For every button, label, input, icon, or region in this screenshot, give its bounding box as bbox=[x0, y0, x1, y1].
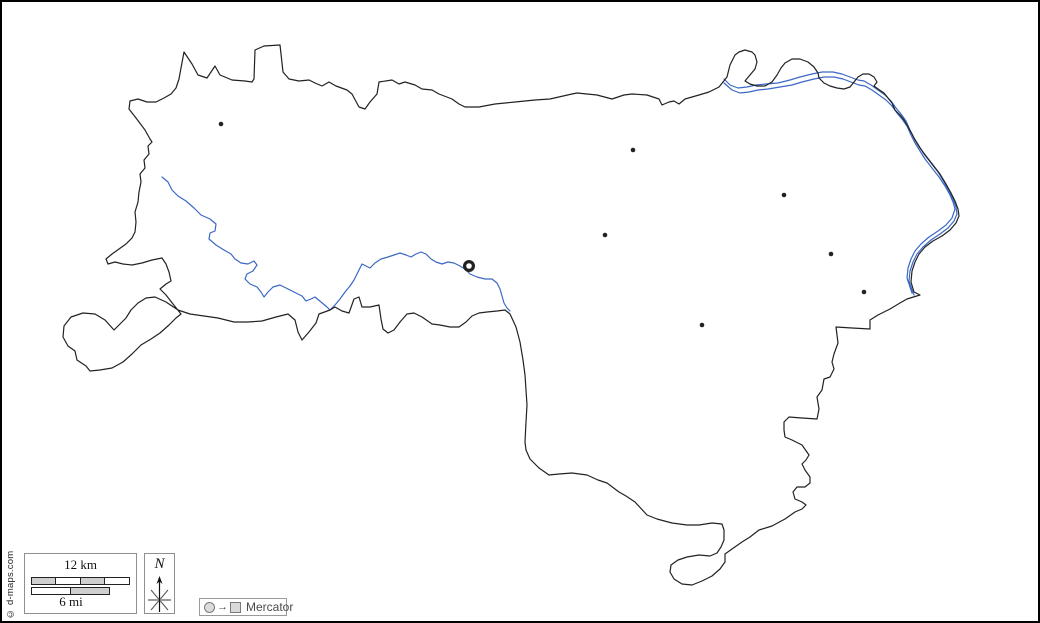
city-dot bbox=[861, 289, 867, 295]
globe-circle-icon bbox=[204, 601, 215, 613]
north-label: N bbox=[154, 556, 165, 572]
scale-segment bbox=[56, 578, 81, 584]
scale-segment bbox=[104, 578, 129, 584]
scale-segment bbox=[70, 588, 109, 594]
city-dot bbox=[602, 232, 608, 238]
copyright-text: © d-maps.com bbox=[5, 550, 16, 619]
city-dot bbox=[828, 251, 834, 257]
river-path bbox=[723, 71, 958, 296]
city-dot bbox=[781, 192, 787, 198]
city-dot bbox=[630, 147, 636, 153]
scale-segment bbox=[32, 588, 71, 594]
arrow-right-icon: → bbox=[217, 600, 228, 613]
region-border-path bbox=[62, 44, 960, 586]
scale-mi-label: 6 mi bbox=[59, 594, 83, 609]
scale-bar-mi bbox=[31, 587, 110, 595]
scale-bar-box: 12 km 6 mi bbox=[24, 553, 137, 614]
projected-square-icon bbox=[230, 601, 241, 613]
city-dot bbox=[218, 121, 224, 127]
scale-segment bbox=[32, 578, 57, 584]
capital-ring-marker bbox=[463, 260, 476, 273]
river-path bbox=[161, 176, 511, 312]
city-dot bbox=[699, 322, 705, 328]
projection-box: → Mercator bbox=[199, 598, 293, 616]
scale-bar-km bbox=[31, 577, 130, 585]
scale-segment bbox=[80, 578, 105, 584]
north-arrow-box: N bbox=[144, 553, 175, 614]
river-path bbox=[723, 76, 956, 294]
north-arrow-icon bbox=[148, 576, 171, 612]
scale-km-label: 12 km bbox=[64, 557, 97, 572]
projection-label: Mercator bbox=[246, 600, 294, 614]
